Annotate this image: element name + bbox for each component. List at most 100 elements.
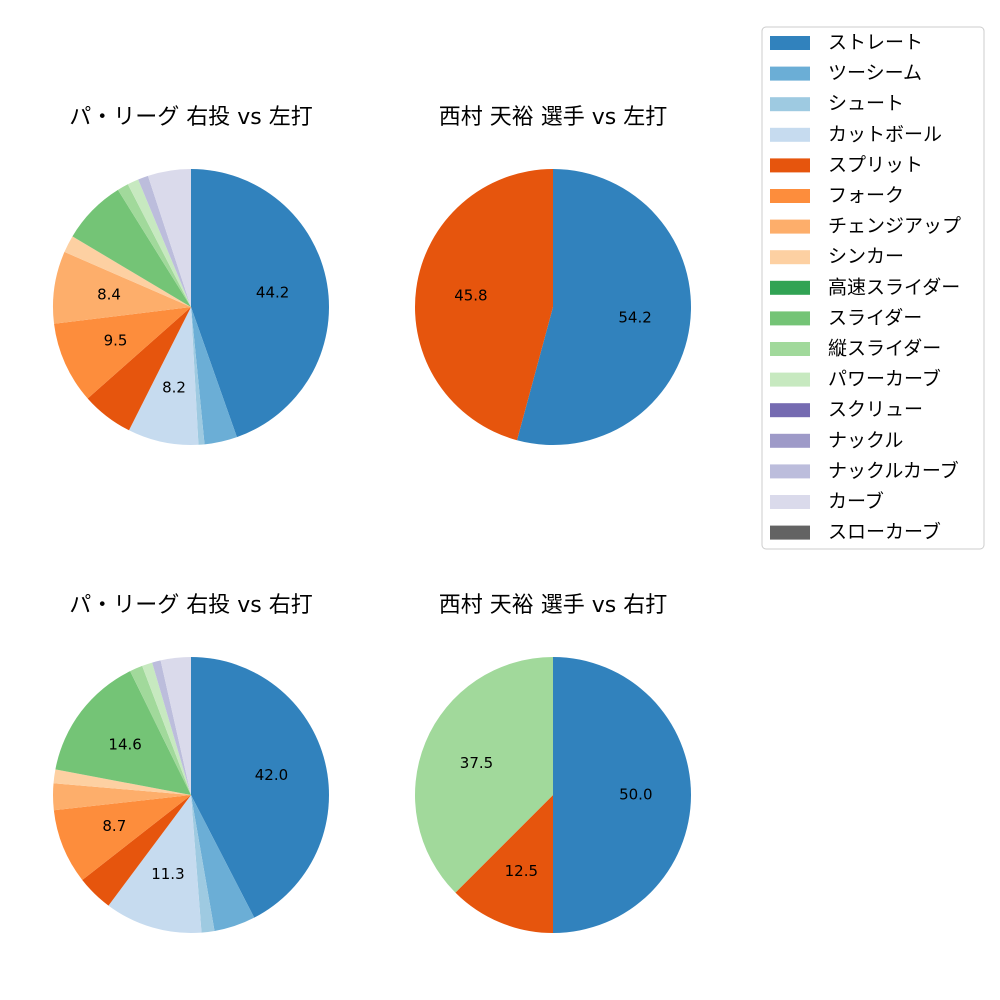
- pie-slice: [553, 657, 691, 933]
- pie-slice: [127, 179, 191, 307]
- pie-slice: [55, 671, 191, 795]
- pie-slice: [415, 657, 553, 893]
- legend-item: シュート: [770, 93, 904, 115]
- pie-slice: [142, 662, 191, 795]
- legend-swatch: [770, 66, 810, 81]
- legend-item: ナックル: [770, 429, 903, 451]
- slice-percent-label: 45.8: [454, 287, 487, 305]
- slice-percent-label: 44.2: [256, 284, 289, 302]
- legend-swatch: [770, 36, 810, 50]
- pie-slice: [53, 783, 192, 811]
- legend-label: スプリット: [828, 154, 923, 176]
- legend-label: 高速スライダー: [828, 276, 960, 298]
- legend-item: 高速スライダー: [770, 276, 960, 298]
- pie-slice: [455, 795, 553, 933]
- slice-percent-label: 54.2: [618, 308, 651, 326]
- legend-label: チェンジアップ: [828, 215, 961, 237]
- legend-frame: [761, 26, 985, 550]
- legend-label: ナックルカーブ: [828, 459, 959, 482]
- legend-swatch: [770, 433, 810, 448]
- legend-label: スローカーブ: [828, 520, 941, 543]
- legend-swatch: [770, 372, 810, 387]
- slice-percent-label: 50.0: [619, 786, 652, 804]
- legend-item: スローカーブ: [770, 520, 941, 543]
- legend-swatch: [770, 219, 810, 234]
- legend-swatch: [770, 403, 810, 418]
- legend-label: パワーカーブ: [828, 367, 941, 390]
- legend-label: フォーク: [828, 185, 904, 207]
- legend-label: カーブ: [828, 490, 884, 513]
- legend-swatch: [770, 158, 810, 173]
- legend-swatch: [770, 525, 810, 540]
- legend-label: ツーシーム: [828, 62, 922, 84]
- legend-label: シンカー: [828, 246, 904, 268]
- pie-chart-2: 西村 天裕 選手 vs 左打 54.2 45.8: [414, 105, 691, 445]
- legend-label: ナックル: [828, 429, 903, 451]
- legend-item: シンカー: [770, 246, 904, 268]
- legend-swatch: [770, 280, 810, 295]
- pie-slice: [414, 169, 553, 441]
- slice-percent-label: 11.3: [151, 865, 184, 883]
- pie-slice: [108, 795, 202, 933]
- slice-percent-label: 12.5: [505, 862, 538, 880]
- pie-slice: [53, 795, 191, 880]
- pie-slice: [53, 769, 191, 795]
- legend-item: スライダー: [770, 307, 922, 329]
- pie-slice: [517, 169, 691, 445]
- legend-swatch: [770, 97, 810, 112]
- pie-charts: パ・リーグ 右投 vs 左打 44.2 8.2 9.5 8.4 西村 天裕 選手 vs 左…: [53, 105, 691, 933]
- pie-slice: [191, 169, 329, 438]
- legend-swatch: [770, 495, 810, 509]
- pie-slice: [191, 307, 237, 445]
- slice-percent-label: 8.7: [102, 817, 126, 835]
- legend-label: スクリュー: [828, 399, 923, 421]
- pie-slice: [160, 657, 191, 795]
- slice-percent-label: 8.2: [162, 379, 186, 397]
- legend-swatch: [770, 311, 810, 326]
- chart-title: パ・リーグ 右投 vs 右打: [69, 593, 312, 618]
- chart-title: パ・リーグ 右投 vs 左打: [69, 105, 312, 130]
- pie-slice: [152, 660, 191, 795]
- legend-item: パワーカーブ: [770, 367, 941, 390]
- pie-slice: [191, 307, 205, 445]
- pie-slice: [54, 307, 192, 399]
- pie-chart-3: パ・リーグ 右投 vs 右打 42.0 11.3 8.7 14.6: [53, 593, 330, 933]
- legend-swatch: [770, 127, 810, 142]
- pie-slice: [191, 795, 215, 933]
- chart-title: 西村 天裕 選手 vs 左打: [439, 105, 667, 130]
- legend-label: スライダー: [828, 307, 922, 329]
- pie-slice: [130, 665, 191, 795]
- pie-slice: [82, 795, 191, 906]
- pie-slice: [147, 169, 191, 307]
- pie-slice: [87, 307, 191, 431]
- pie-slice: [128, 307, 199, 445]
- slice-percent-label: 37.5: [460, 754, 493, 772]
- pie-slice: [117, 184, 191, 307]
- legend-label: ストレート: [828, 32, 923, 54]
- pie-slice: [191, 657, 330, 918]
- legend-swatch: [770, 189, 810, 203]
- pie-slice: [64, 236, 191, 307]
- legend-item: チェンジアップ: [770, 215, 961, 237]
- legend-label: シュート: [828, 93, 904, 115]
- legend-label: 縦スライダー: [828, 338, 941, 360]
- pie-chart-1: パ・リーグ 右投 vs 左打 44.2 8.2 9.5 8.4: [53, 105, 329, 445]
- pie-slice: [191, 795, 255, 931]
- legend-item: スクリュー: [770, 399, 923, 421]
- legend-items: ストレートツーシームシュートカットボールスプリットフォークチェンジアップシンカー…: [770, 32, 961, 543]
- legend-item: フォーク: [770, 185, 904, 207]
- slice-percent-label: 9.5: [104, 332, 128, 350]
- pie-chart-4: 西村 天裕 選手 vs 右打 50.0 12.5 37.5: [415, 593, 691, 933]
- legend: ストレートツーシームシュートカットボールスプリットフォークチェンジアップシンカー…: [761, 26, 985, 550]
- legend-swatch: [770, 464, 810, 479]
- legend-swatch: [770, 342, 810, 356]
- pie-slice: [138, 175, 191, 307]
- slice-percent-label: 8.4: [97, 286, 121, 304]
- legend-item: カットボール: [770, 123, 942, 145]
- chart-title: 西村 天裕 選手 vs 右打: [439, 593, 667, 618]
- slice-percent-label: 42.0: [255, 766, 288, 784]
- legend-item: カーブ: [770, 490, 884, 513]
- legend-item: ナックルカーブ: [770, 459, 959, 482]
